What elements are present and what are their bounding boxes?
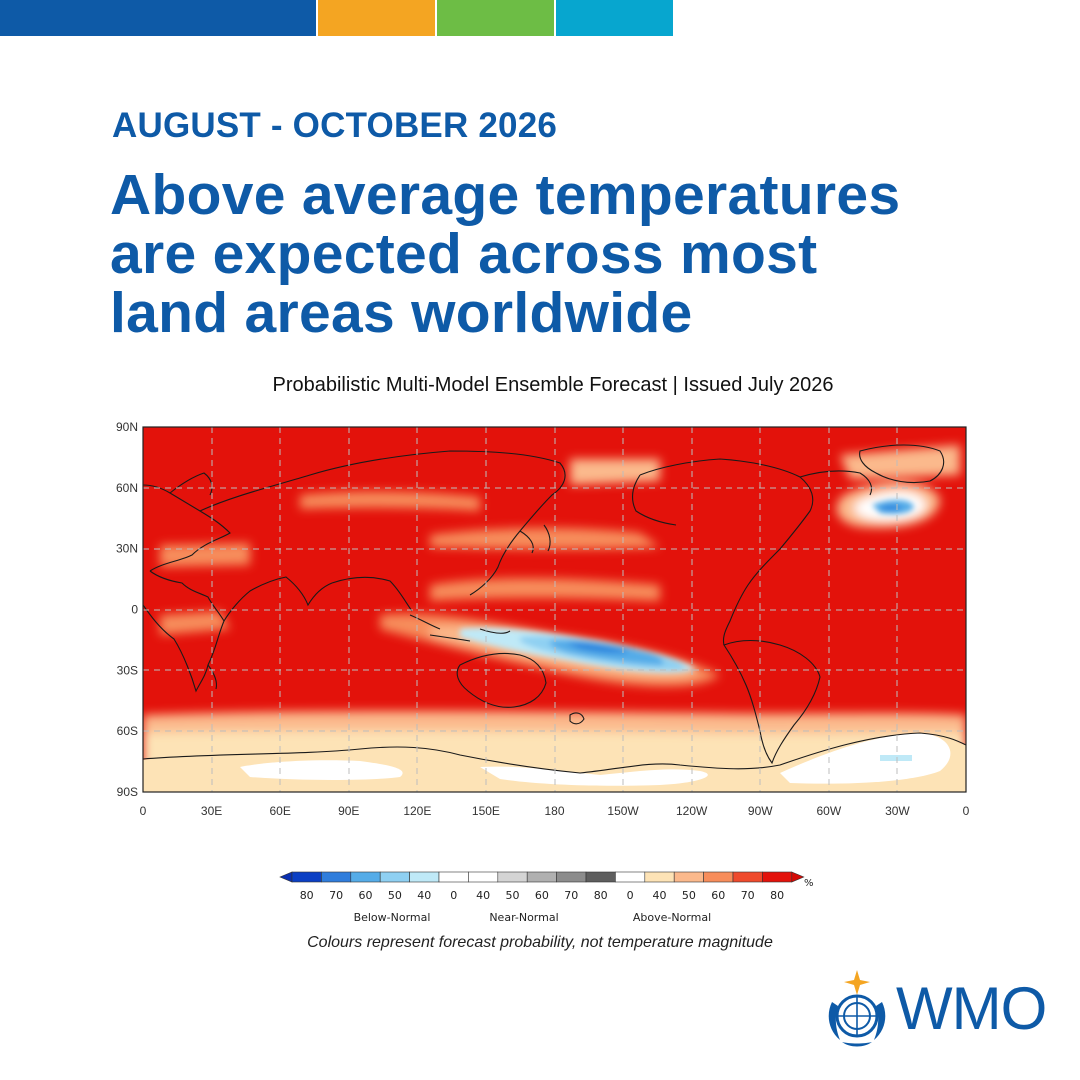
lon-label: 90W [748,804,773,818]
legend-tick: 40 [653,889,667,902]
legend-tick: 40 [476,889,490,902]
lon-label: 180 [544,804,564,818]
forecast-map-svg: 90N 60N 30N 0 30S 60S 90S 0 30E 60E 90E 120E 150E 18… [116,420,970,818]
legend-swatch [497,871,528,883]
map-frame [142,426,967,793]
probability-note: Colours represent forecast probability, … [307,934,773,951]
latitude-labels: 90N 60N 30N 0 30S 60S 90S [116,420,138,799]
headline-line-2: are expected across most [110,222,818,286]
legend-tick: 80 [300,889,314,902]
lon-label: 60W [816,804,841,818]
lat-label: 90N [116,420,138,434]
legend-swatch [438,871,469,883]
legend-tick: 60 [535,889,549,902]
lon-label: 60E [269,804,290,818]
lat-label: 30N [116,542,138,556]
legend-arrow-left [279,871,293,883]
legend-swatch [762,871,793,883]
lat-label: 30S [117,663,138,677]
lon-label: 150E [472,804,500,818]
brand-bar-green [435,0,554,36]
legend-swatch [379,871,410,883]
legend-group-below: Below-Normal [354,911,431,924]
lon-label: 0 [140,804,147,818]
legend-tick: 50 [388,889,402,902]
legend-colorbar [279,871,805,883]
brand-color-bar [0,0,673,36]
legend-tick: 80 [594,889,608,902]
legend-svg: 80 70 60 50 40 0 40 50 60 70 80 0 40 50 60 70 80 % Below… [279,871,814,924]
brand-bar-orange [316,0,435,36]
brand-bar-blue [0,0,316,36]
lon-label: 150W [607,804,639,818]
forecast-map: 90N 60N 30N 0 30S 60S 90S 0 30E 60E 90E 120E 150E 18… [100,415,980,825]
brand-bar-cyan [554,0,673,36]
lon-label: 120E [403,804,431,818]
headline-line-3: land areas worldwide [110,281,693,345]
legend-tick: 70 [329,889,343,902]
legend-swatch [585,871,616,883]
lon-label: 90E [338,804,359,818]
forecast-subtitle: Probabilistic Multi-Model Ensemble Forec… [272,374,834,396]
legend-group-near: Near-Normal [489,911,558,924]
lon-label: 0 [963,804,970,818]
legend-unit: % [804,878,814,889]
below-normal-zones [460,499,914,673]
legend-swatch [291,871,322,883]
lon-label: 30E [201,804,222,818]
continent-outlines [143,444,966,774]
legend-tick: 50 [682,889,696,902]
headline-line-1: Above average temperatures [110,163,901,227]
legend-tick: 60 [359,889,373,902]
graticule [143,427,966,792]
legend-swatch [321,871,352,883]
legend-swatch [556,871,587,883]
forecast-period: AUGUST - OCTOBER 2026 [112,106,558,145]
longitude-labels: 0 30E 60E 90E 120E 150E 180 150W 120W 90W 60W 30W 0 [140,804,970,818]
legend-swatch [526,871,557,883]
un-emblem-icon [828,970,886,1047]
legend-tick: 50 [506,889,520,902]
legend-group-labels: Below-Normal Near-Normal Above-Normal [354,911,712,924]
legend-tick: 0 [450,889,457,902]
wmo-logo-text: WMO [896,975,1047,1042]
legend-swatch [468,871,499,883]
legend-tick: 80 [770,889,784,902]
lat-label: 90S [117,785,138,799]
headline: Above average temperatures are expected … [110,166,1010,343]
legend-swatch [644,871,675,883]
legend-tick: 60 [711,889,725,902]
legend-swatch [615,871,646,883]
legend-swatch [350,871,381,883]
probability-field [143,427,966,792]
legend-tick-labels: 80 70 60 50 40 0 40 50 60 70 80 0 40 50 60 70 80 [300,889,784,902]
lon-label: 120W [676,804,708,818]
wmo-logo: WMO [820,968,1060,1050]
legend-group-above: Above-Normal [633,911,711,924]
legend-tick: 0 [627,889,634,902]
legend-swatch [703,871,734,883]
legend-swatch [732,871,763,883]
legend-swatch [409,871,440,883]
legend-swatch [673,871,704,883]
lon-label: 30W [885,804,910,818]
lat-label: 0 [131,603,138,617]
legend-arrow-right [791,871,805,883]
lat-label: 60S [117,724,138,738]
legend-tick: 70 [564,889,578,902]
legend-tick: 40 [417,889,431,902]
legend-tick: 70 [741,889,755,902]
probability-legend: 80 70 60 50 40 0 40 50 60 70 80 0 40 50 60 70 80 % Below… [272,864,832,934]
lat-label: 60N [116,481,138,495]
